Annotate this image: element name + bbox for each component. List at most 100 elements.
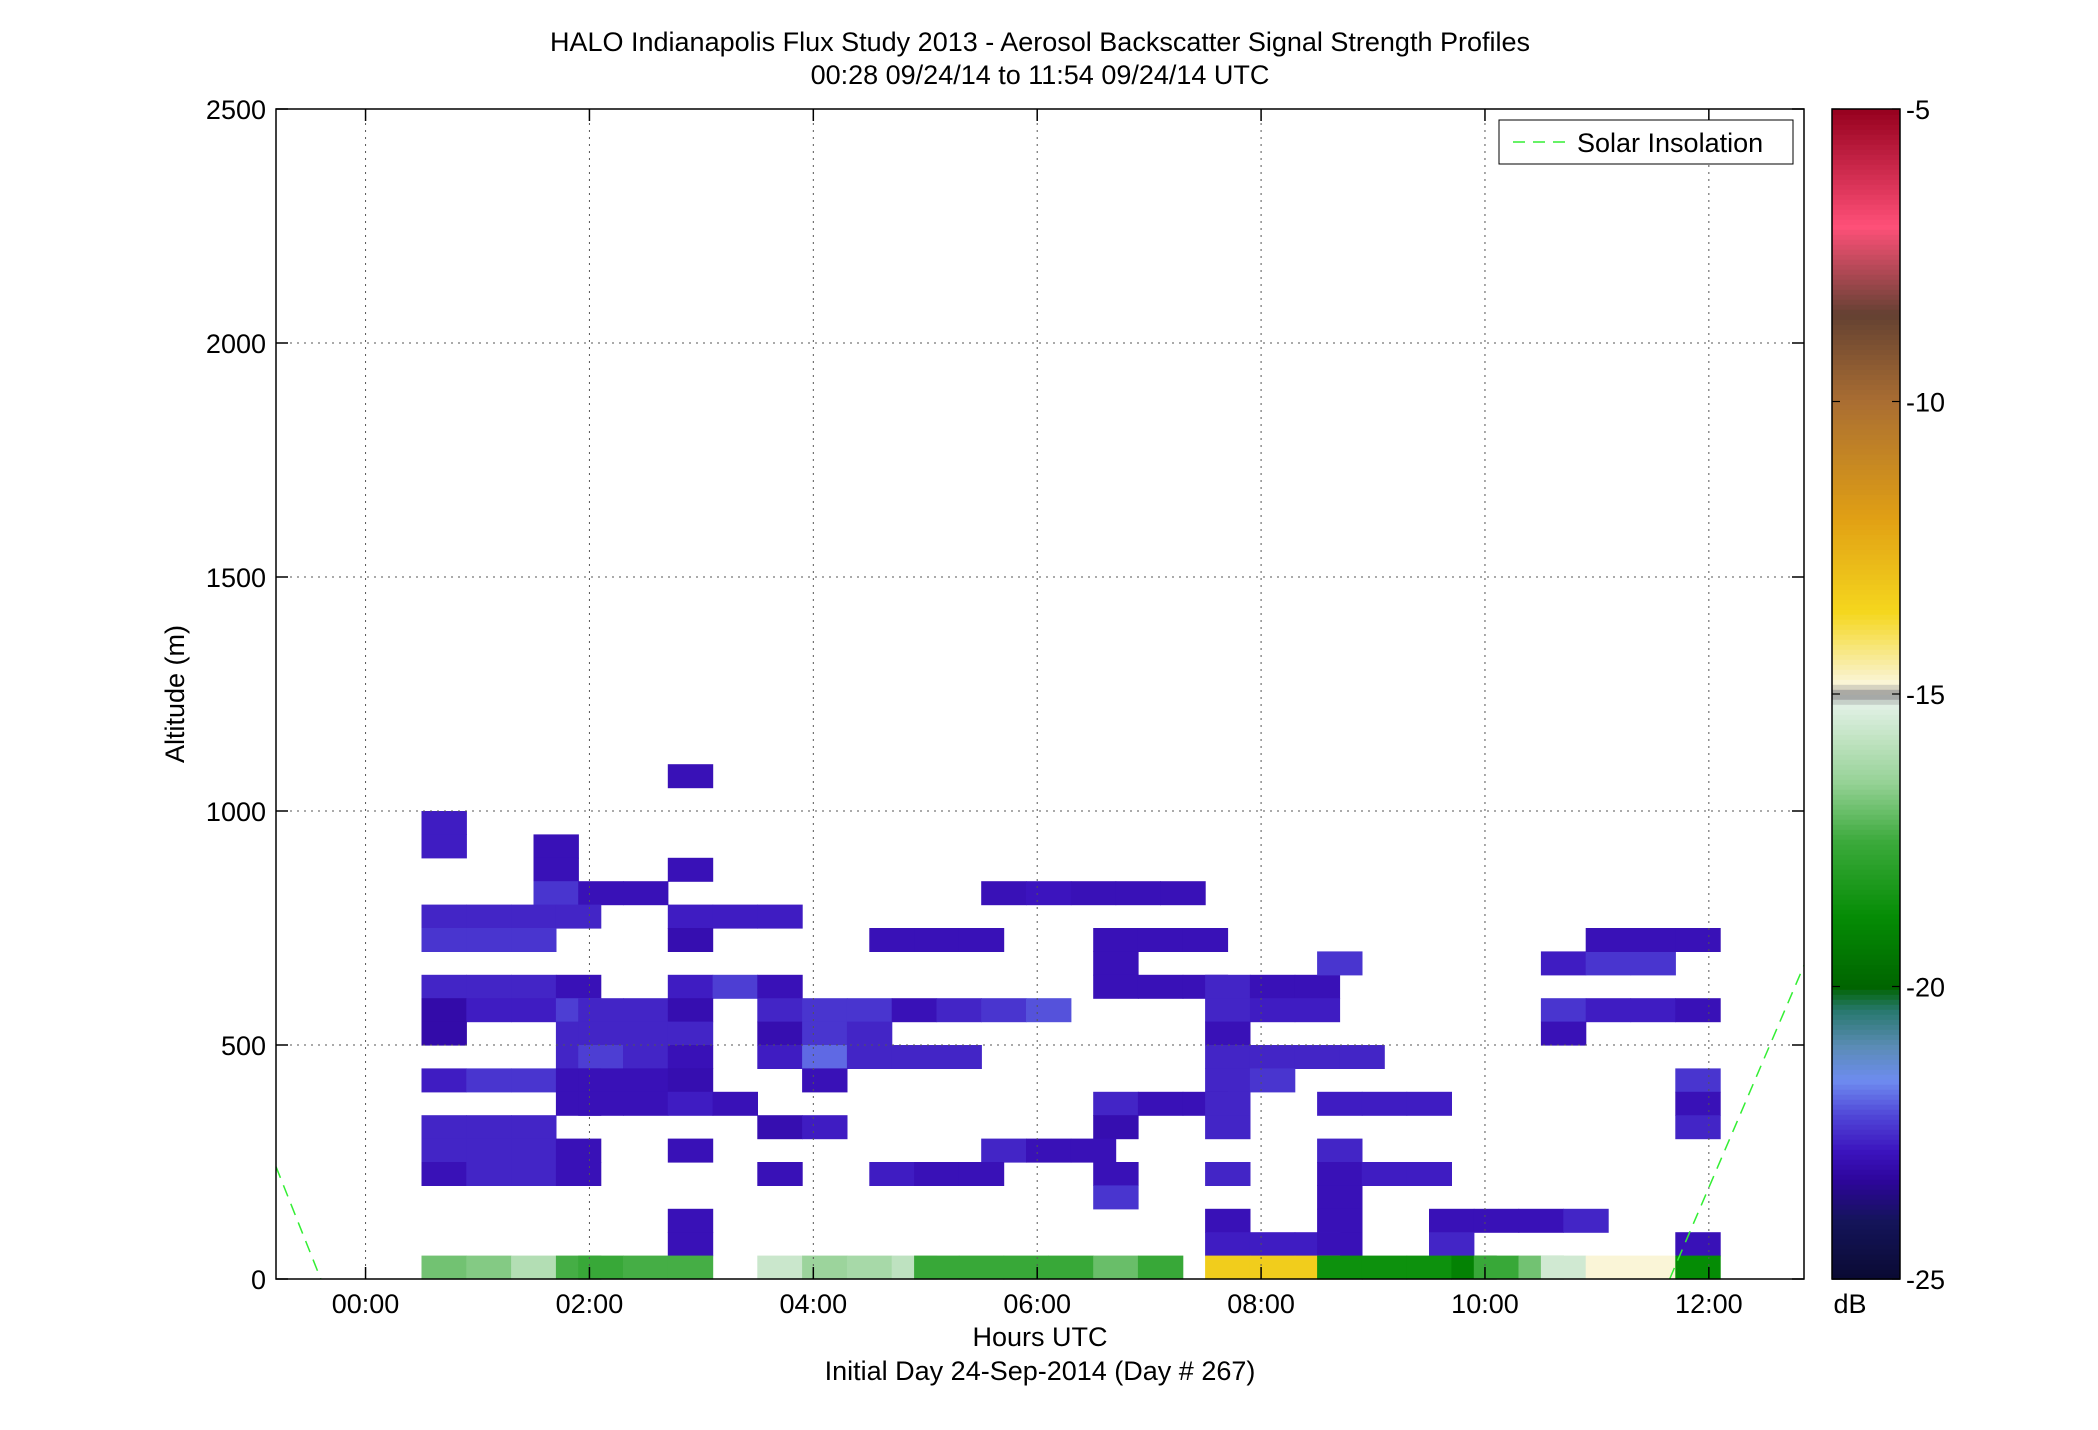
colorbar-band-91 bbox=[1832, 819, 1900, 825]
heatmap-cell-65 bbox=[1026, 998, 1072, 1023]
colorbar-band-169 bbox=[1832, 429, 1900, 435]
heatmap-cell-164 bbox=[1429, 1232, 1475, 1257]
colorbar-band-160 bbox=[1832, 474, 1900, 480]
heatmap-cell-39 bbox=[1093, 974, 1139, 999]
colorbar-band-28 bbox=[1832, 1134, 1900, 1140]
colorbar-band-71 bbox=[1832, 919, 1900, 925]
heatmap-cell-29 bbox=[1137, 928, 1184, 952]
colorbar-band-157 bbox=[1832, 489, 1900, 495]
colorbar-band-145 bbox=[1832, 549, 1900, 555]
heatmap-cell-124 bbox=[802, 1115, 848, 1140]
colorbar-band-23 bbox=[1832, 1159, 1900, 1165]
heatmap-cell-187 bbox=[1361, 1255, 1408, 1280]
heatmap-cell-155 bbox=[1429, 1208, 1475, 1233]
colorbar-band-56 bbox=[1832, 994, 1900, 1000]
colorbar-band-15 bbox=[1832, 1199, 1900, 1205]
heatmap-cell-61 bbox=[846, 998, 893, 1023]
y-tick-label-2: 1000 bbox=[206, 797, 266, 827]
colorbar-band-37 bbox=[1832, 1089, 1900, 1095]
colorbar-band-211 bbox=[1832, 219, 1900, 225]
colorbar-band-218 bbox=[1832, 184, 1900, 190]
colorbar-band-149 bbox=[1832, 529, 1900, 535]
heatmap-cell-82 bbox=[1540, 1021, 1587, 1046]
heatmap-cell-98 bbox=[511, 1068, 557, 1093]
heatmap-cell-96 bbox=[421, 1068, 467, 1093]
heatmap-cell-57 bbox=[623, 998, 669, 1023]
heatmap-cell-166 bbox=[421, 1255, 467, 1280]
colorbar-band-88 bbox=[1832, 834, 1900, 840]
colorbar-tick-label-4: -25 bbox=[1906, 1265, 1945, 1295]
colorbar-band-151 bbox=[1832, 519, 1900, 525]
heatmap-cell-63 bbox=[936, 998, 982, 1023]
colorbar-band-132 bbox=[1832, 614, 1900, 620]
heatmap-cell-19 bbox=[667, 928, 714, 952]
colorbar-band-159 bbox=[1832, 479, 1900, 485]
colorbar-band-174 bbox=[1832, 404, 1900, 410]
colorbar-band-19 bbox=[1832, 1179, 1900, 1185]
heatmap-cell-118 bbox=[1406, 1091, 1452, 1116]
colorbar-band-179 bbox=[1832, 379, 1900, 385]
colorbar-band-75 bbox=[1832, 899, 1900, 905]
heatmap-cell-8 bbox=[667, 857, 714, 882]
colorbar-band-52 bbox=[1832, 1014, 1900, 1020]
heatmap-cell-32 bbox=[421, 974, 467, 999]
heatmap-cell-108 bbox=[578, 1091, 624, 1116]
colorbar-band-177 bbox=[1832, 389, 1900, 395]
heatmap-cell-97 bbox=[466, 1068, 512, 1093]
colorbar-band-175 bbox=[1832, 399, 1900, 405]
heatmap-cell-15 bbox=[511, 928, 557, 952]
heatmap-cell-135 bbox=[1070, 1138, 1117, 1163]
colorbar-band-20 bbox=[1832, 1174, 1900, 1180]
heatmap-cell-1 bbox=[421, 834, 467, 859]
colorbar-band-197 bbox=[1832, 289, 1900, 295]
colorbar-band-109 bbox=[1832, 729, 1900, 735]
heatmap-cell-94 bbox=[1294, 1045, 1341, 1069]
heatmap-cell-18 bbox=[757, 904, 803, 929]
heatmap-cell-181 bbox=[1093, 1255, 1139, 1280]
colorbar-band-155 bbox=[1832, 499, 1900, 505]
heatmap-cell-177 bbox=[914, 1255, 960, 1280]
colorbar-band-26 bbox=[1832, 1144, 1900, 1150]
colorbar-band-42 bbox=[1832, 1064, 1900, 1070]
heatmap-cell-52 bbox=[421, 998, 467, 1023]
colorbar-band-223 bbox=[1832, 159, 1900, 165]
colorbar-band-117 bbox=[1832, 689, 1900, 695]
plot-frame bbox=[275, 108, 1805, 1280]
colorbar-band-44 bbox=[1832, 1054, 1900, 1060]
colorbar-band-3 bbox=[1832, 1259, 1900, 1265]
colorbar-band-142 bbox=[1832, 564, 1900, 570]
colorbar-band-61 bbox=[1832, 969, 1900, 975]
heatmap-cell-143 bbox=[914, 1162, 960, 1186]
colorbar-band-206 bbox=[1832, 244, 1900, 250]
colorbar-band-18 bbox=[1832, 1184, 1900, 1190]
heatmap-cell-131 bbox=[555, 1138, 602, 1163]
x-tick-label-5: 10:00 bbox=[1451, 1289, 1519, 1319]
colorbar-band-165 bbox=[1832, 449, 1900, 455]
colorbar-band-188 bbox=[1832, 334, 1900, 340]
heatmap-cell-146 bbox=[1205, 1162, 1251, 1186]
heatmap-cell-136 bbox=[1317, 1138, 1363, 1163]
heatmap-cell-3 bbox=[533, 857, 579, 882]
colorbar-band-77 bbox=[1832, 889, 1900, 895]
colorbar-band-190 bbox=[1832, 324, 1900, 330]
colorbar-band-99 bbox=[1832, 779, 1900, 785]
colorbar-tick-label-1: -10 bbox=[1906, 388, 1945, 418]
heatmap-cell-53 bbox=[466, 998, 512, 1023]
colorbar-band-9 bbox=[1832, 1229, 1900, 1235]
colorbar-band-115 bbox=[1832, 699, 1900, 705]
y-axis-label: Altitude (m) bbox=[160, 625, 190, 763]
heatmap-cell-37 bbox=[712, 974, 758, 999]
colorbar-band-17 bbox=[1832, 1189, 1900, 1195]
colorbar-band-58 bbox=[1832, 984, 1900, 990]
heatmap-cell-129 bbox=[466, 1138, 512, 1163]
heatmap-cell-9 bbox=[421, 904, 467, 929]
heatmap-cell-127 bbox=[1675, 1115, 1721, 1140]
colorbar-band-161 bbox=[1832, 469, 1900, 475]
colorbar-band-150 bbox=[1832, 524, 1900, 530]
colorbar-band-63 bbox=[1832, 959, 1900, 965]
colorbar-band-24 bbox=[1832, 1154, 1900, 1160]
heatmap-cell-95 bbox=[1339, 1045, 1385, 1069]
colorbar-band-181 bbox=[1832, 369, 1900, 375]
colorbar-band-143 bbox=[1832, 559, 1900, 565]
heatmap-cell-35 bbox=[555, 974, 602, 999]
